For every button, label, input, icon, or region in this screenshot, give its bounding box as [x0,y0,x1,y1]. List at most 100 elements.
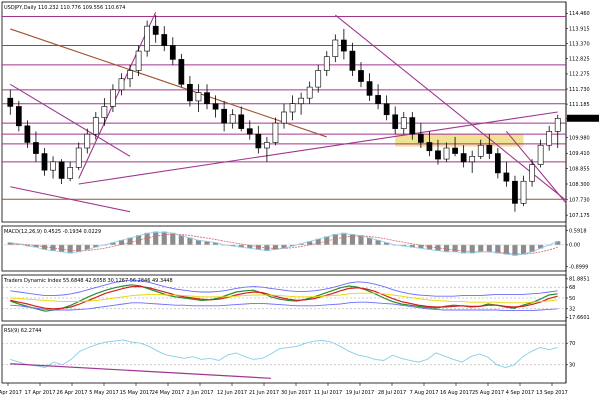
candle-body-0 [7,97,14,107]
macd-tick-label-2: -0.8999 [569,264,588,270]
macd-bar-55 [478,244,484,253]
macd-bar-36 [315,238,321,245]
candle-body-60 [520,180,527,204]
macd-bar-3 [33,244,39,248]
macd-bar-43 [375,240,381,245]
macd-bar-17 [153,231,159,245]
candle-body-43 [375,95,381,104]
candle-body-44 [383,103,390,116]
macd-bar-31 [272,244,279,250]
macd-bar-62 [538,244,544,249]
rsi-tick-label-1: 30 [569,363,575,369]
macd-bar-8 [76,244,82,253]
candle-body-64 [554,118,561,132]
candle-body-34 [298,97,304,104]
candle-body-63 [546,131,553,146]
candle-body-19 [169,45,176,60]
candle-body-62 [537,144,544,165]
macd-bar-21 [187,237,193,245]
candle-body-48 [417,133,424,143]
candle-body-8 [75,147,82,168]
macd-bar-1 [16,243,22,245]
price-tick-label-6: 111.185 [569,102,590,108]
macd-bar-10 [93,244,99,248]
macd-bar-33 [289,244,296,247]
candle-body-31 [272,122,279,143]
candle-body-5 [50,161,56,171]
macd-tick-label-0: 0.5918 [569,228,587,234]
candle-body-54 [469,156,476,163]
candle-body-7 [67,167,74,179]
macd-pane-title: MACD(12,26,9) 0.4525 -0.1934 0.0229 [4,229,101,235]
candle-body-2 [24,125,31,143]
candle-body-30 [264,142,270,149]
candle-body-20 [178,59,185,85]
macd-bar-23 [204,241,210,245]
pane-border-3 [1,324,567,384]
candle-body-36 [315,70,322,88]
candle-body-32 [281,111,287,124]
date-tick-label-12: 28 Jul 2017 [378,390,406,396]
candle-body-61 [529,164,535,182]
macd-bar-0 [7,242,13,245]
date-tick-label-7: 12 Jun 2017 [217,390,247,396]
macd-bar-24 [213,242,219,245]
candle-body-24 [212,103,219,110]
rsi-trendline [10,363,271,379]
tdi-tick-label-3: 32 [569,307,575,313]
candle-body-58 [503,172,510,182]
candle-body-9 [84,133,91,149]
price-tick-label-10: 108.855 [569,166,590,172]
candle-body-49 [426,142,433,152]
candle-body-12 [110,89,116,107]
macd-bar-44 [384,242,390,245]
price-tick-label-5: 111.730 [569,87,590,93]
candle-body-39 [341,39,347,52]
rsi-tick-label-0: 70 [569,341,575,347]
macd-bar-41 [358,235,364,245]
macd-bar-54 [469,244,475,254]
date-tick-label-16: 4 Sep 2017 [506,390,535,396]
last-price-label: 110.674 [572,116,593,122]
tdi-red-line [10,286,558,310]
candle-body-37 [323,56,330,71]
rsi-line [10,339,558,368]
candle-body-50 [435,150,441,160]
macd-bar-46 [401,244,407,247]
trendline-2 [78,12,157,179]
candle-body-42 [366,81,373,96]
candle-body-53 [460,153,467,163]
macd-bar-19 [170,232,176,245]
candle-body-16 [144,25,151,52]
macd-bar-18 [161,231,167,245]
candle-body-59 [512,180,518,204]
macd-bar-12 [110,242,116,245]
tdi-tick-label-1: 68 [569,285,575,291]
candle-body-29 [255,133,262,149]
candle-body-38 [332,39,339,57]
price-tick-label-2: 113.370 [569,41,590,47]
macd-bar-40 [349,234,355,245]
macd-bar-27 [238,244,244,248]
tdi-tick-label-2: 50 [569,296,575,302]
candle-body-13 [118,78,125,91]
macd-bar-49 [426,244,432,250]
candle-body-18 [161,34,168,46]
macd-bar-48 [418,244,424,249]
macd-bar-58 [503,244,509,255]
price-tick-label-0: 114.460 [569,11,590,17]
price-tick-label-8: 109.980 [569,135,590,141]
last-price-marker [567,114,599,122]
trendline-5 [505,131,567,204]
date-tick-label-4: 15 May 2017 [120,390,153,396]
macd-bar-59 [512,244,518,256]
support-zone-highlight [395,134,524,147]
macd-bar-57 [495,244,501,254]
tdi-tick-label-0: 81.8851 [569,277,590,283]
candle-body-15 [135,50,142,71]
macd-bar-38 [332,234,338,245]
candle-body-26 [229,114,236,124]
date-tick-label-2: 26 Apr 2017 [57,390,88,396]
macd-bar-6 [59,244,65,253]
